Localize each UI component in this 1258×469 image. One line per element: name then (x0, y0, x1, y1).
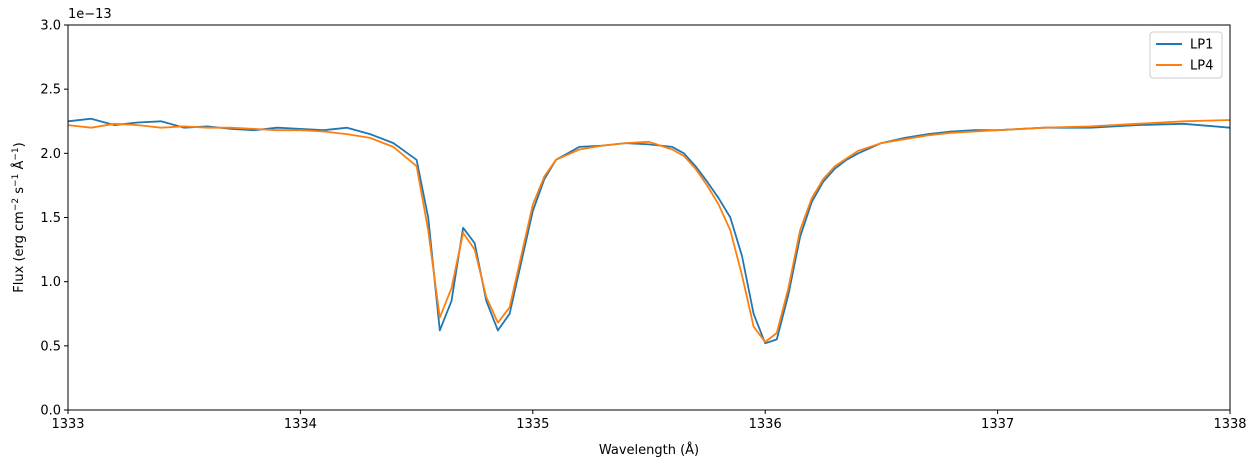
series-layer (67, 117, 1231, 345)
x-tick-label: 1335 (516, 417, 549, 432)
x-axis-label: Wavelength (Å) (599, 442, 699, 458)
x-tick-label: 1333 (51, 417, 84, 432)
y-tick-label: 2.5 (40, 83, 61, 98)
series-line-lp4 (67, 119, 1231, 343)
y-label-superscript: −1 (11, 174, 21, 187)
x-tick-label: 1334 (284, 417, 317, 432)
y-label-superscript: −2 (11, 198, 21, 211)
y-label-part: Flux (erg cm (12, 211, 27, 293)
y-axis-label: Flux (erg cm−2 s−1 Å−1) (11, 142, 27, 292)
legend-label: LP4 (1190, 59, 1213, 74)
y-tick-label: 3.0 (40, 19, 61, 34)
x-tick-label: 1336 (749, 417, 782, 432)
plot-background (68, 25, 1230, 410)
x-tick-label: 1337 (981, 417, 1014, 432)
y-label-part: ) (12, 142, 27, 147)
y-tick-label: 1.0 (40, 275, 61, 290)
y-tick-label: 0.0 (40, 404, 61, 419)
y-axis-ticks: 0.0 0.5 1.0 1.5 2.0 2.5 3.0 (40, 19, 68, 419)
x-axis-ticks: 1333 1334 1335 1336 1337 1338 (51, 410, 1247, 432)
y-tick-label: 1.5 (40, 211, 61, 226)
y-label-superscript: −1 (11, 147, 21, 160)
y-offset-text: 1e−13 (68, 7, 112, 22)
y-tick-label: 0.5 (40, 339, 61, 354)
y-label-part: s (12, 187, 27, 198)
legend-label: LP1 (1190, 38, 1213, 53)
y-tick-label: 2.0 (40, 147, 61, 162)
y-label-part: Å (11, 161, 27, 174)
x-tick-label: 1338 (1213, 417, 1246, 432)
